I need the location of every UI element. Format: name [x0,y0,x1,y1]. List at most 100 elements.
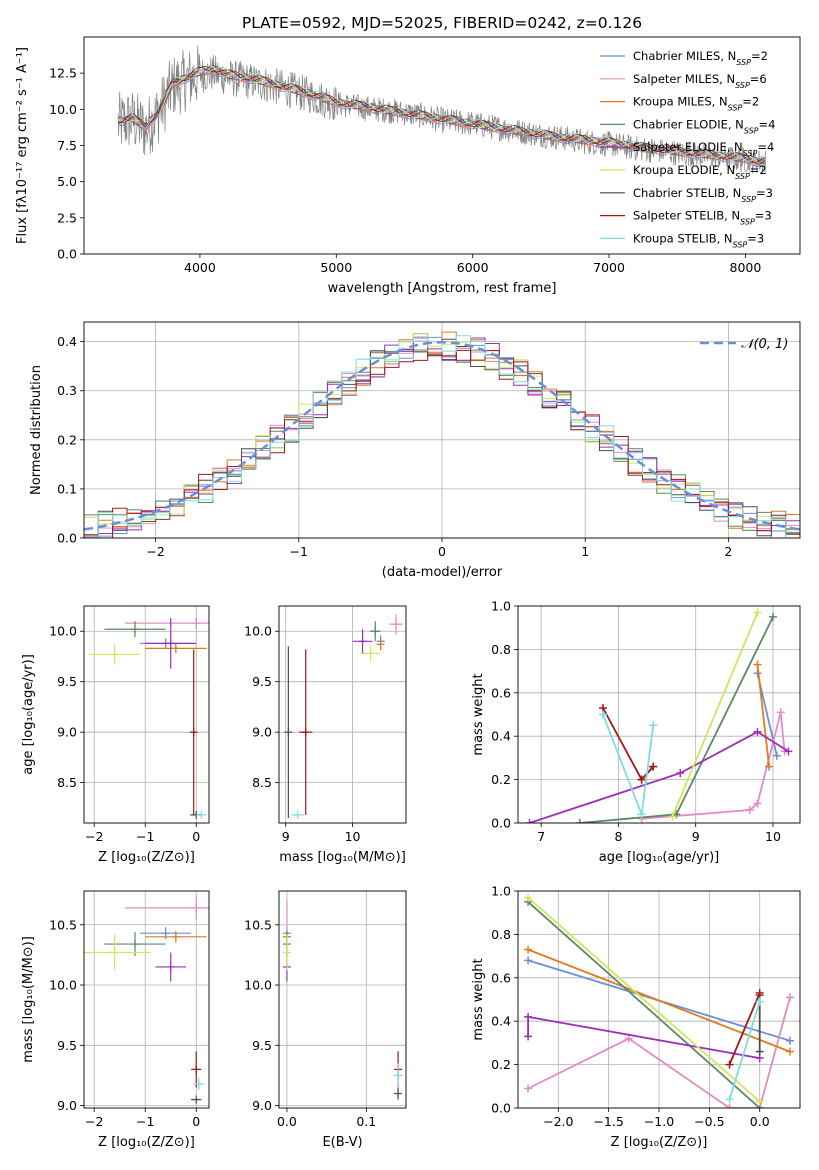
axes-frame [83,36,801,255]
legend-label: Salpeter STELIB, NSSP=3 [633,209,772,227]
x-tick-label: 0.0 [277,1114,297,1129]
x-tick-label: 1 [581,544,589,559]
y-tick-label: 10.5 [49,917,77,932]
mass-weight-line [527,997,791,1108]
x-tick-label: 10 [765,829,781,844]
x-tick-label: −1.5 [593,1114,623,1129]
x-tick-label: 0.0 [750,1114,770,1129]
legend-label: Chabrier ELODIE, NSSP=4 [633,117,775,135]
data-point-errorbar [389,614,403,635]
x-tick-label: −2 [85,1114,103,1129]
data-point-errorbar [360,645,381,662]
data-point-errorbar [193,1077,204,1090]
data-point-errorbar [145,930,207,943]
y-axis-label: age [log₁₀(age/yr)] [21,654,36,775]
legend-label: Kroupa MILES, NSSP=2 [633,95,759,113]
y-tick-label: 9.0 [57,725,77,740]
y-tick-label: 0.2 [57,432,77,447]
data-point-errorbar [140,927,192,940]
x-axis-label: mass [log₁₀(M/M⊙)] [279,850,406,865]
y-tick-label: 9.0 [57,1098,77,1113]
spectrum-legend: Chabrier MILES, NSSP=2 Salpeter MILES, NS… [600,49,775,249]
y-tick-label: 0.8 [491,927,511,942]
legend-label: Chabrier MILES, NSSP=2 [633,49,768,67]
data-point-errorbar [284,646,293,818]
y-tick-label: 9.5 [252,674,272,689]
x-tick-label: 8 [614,829,622,844]
data-point-errorbar [376,638,385,651]
x-tick-label: 7 [537,829,545,844]
grid [279,891,406,1108]
y-tick-label: 10.0 [244,978,272,993]
axes-frame [278,605,407,824]
mass-weight-line [602,714,655,815]
y-tick-label: 5.0 [57,174,77,189]
y-tick-label: 0.2 [491,1057,511,1072]
x-tick-label: −1 [136,1114,154,1129]
mass-weight-line [641,712,786,820]
y-tick-label: 0.4 [491,729,511,744]
x-tick-label: −2 [146,544,164,559]
y-tick-label: 8.5 [252,775,272,790]
plot-area [284,614,403,819]
x-tick-label: −0.5 [694,1114,724,1129]
legend-label: Kroupa STELIB, NSSP=3 [633,231,764,249]
y-tick-label: 10.0 [49,978,77,993]
y-tick-label: 0.8 [491,642,511,657]
panel-residuals: −2 −1 0 1 2 0.0 0.1 0.2 0.3 0.4 (data-model)/error… [29,321,801,580]
y-tick-label: 9.5 [252,1038,272,1053]
y-tick-label: 0.0 [491,816,511,831]
x-tick-label: −1 [290,544,308,559]
plot-area [84,331,800,538]
axes-frame [278,890,407,1109]
gaussian-reference-curve [84,340,800,531]
x-tick-label: −1 [136,829,154,844]
y-tick-label: 0.6 [491,970,511,985]
x-tick-label: −1.0 [644,1114,674,1129]
data-point-errorbar [394,1087,403,1100]
data-point-errorbar [124,895,209,920]
model-spectrum-line [117,66,765,163]
data-point-errorbar [84,934,151,971]
x-tick-label: 9 [282,829,290,844]
plot-area [89,617,209,819]
x-tick-label: 8000 [730,260,762,275]
residual-histogram-step [84,335,800,538]
panel-spectrum: 4000 5000 6000 7000 8000 0.0 2.5 5.0 7.5 10.0 12.5… [15,36,801,296]
mass-weight-line [728,992,761,1065]
legend-label: Chabrier STELIB, NSSP=3 [633,186,773,204]
y-axis-label: Normed distribution [29,365,44,495]
axes-frame [83,321,801,539]
x-tick-label: 7000 [593,260,625,275]
data-point-errorbar [145,618,197,669]
data-point-errorbar [189,649,198,815]
grid [279,606,406,823]
figure-title: PLATE=0592, MJD=52025, FIBERID=0242, z=0… [242,14,642,32]
grid [84,891,209,1108]
y-tick-label: 0.2 [491,772,511,787]
y-tick-label: 10.0 [49,102,77,117]
y-tick-label: 0.4 [57,334,77,349]
mass-weight-line [728,1001,761,1100]
mass-weight-line [527,896,761,1103]
y-tick-label: 0.3 [57,383,77,398]
data-point-errorbar [352,629,373,654]
data-point-errorbar [191,1051,202,1088]
y-tick-label: 9.5 [57,1038,77,1053]
x-axis-label: Z [log₁₀(Z/Z⊙)] [98,1135,195,1150]
axes-frame [83,605,210,824]
grid [518,605,800,824]
panel-mass_weight_vs_Z: −2.0 −1.5 −1.0 −0.5 0.0 0.0 0.2 0.4 0.6 0.8 1.0 Z [… [471,884,801,1150]
grid [84,606,209,823]
y-tick-label: 9.5 [57,674,77,689]
y-axis-label: Flux [fλ10⁻¹⁷ erg cm⁻² s⁻¹ A⁻¹] [15,47,30,244]
y-tick-label: 2.5 [57,210,77,225]
data-point-errorbar [196,810,207,819]
panel-age_vs_mass: 9 10 8.5 9.0 9.5 10.0 mass [log₁₀(M/M⊙)] [244,605,407,865]
model-spectrum-line [117,66,765,163]
legend-label: Salpeter MILES, NSSP=6 [633,72,767,90]
x-axis-label: Z [log₁₀(Z/Z⊙)] [98,850,195,865]
x-tick-label: 6000 [457,260,489,275]
model-spectrum-line [118,68,765,167]
